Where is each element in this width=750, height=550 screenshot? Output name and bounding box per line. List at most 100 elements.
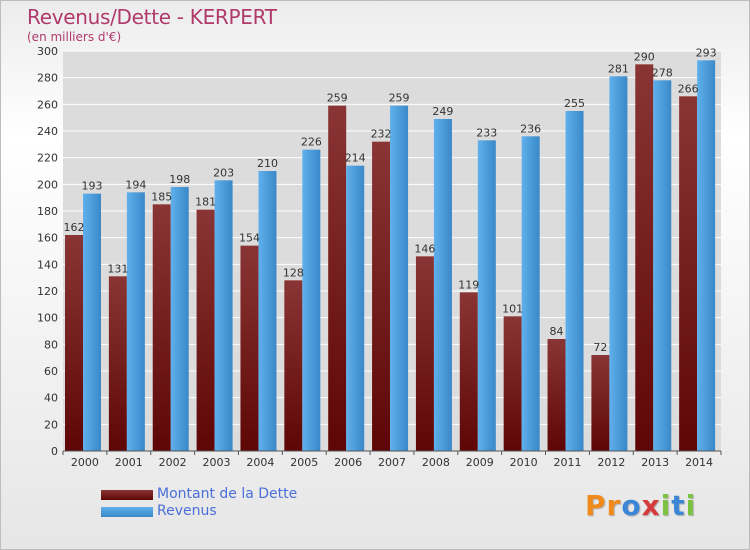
bar-revenus: [83, 193, 101, 451]
y-tick-label: 300: [37, 45, 58, 58]
data-label: 293: [696, 46, 717, 59]
data-label: 236: [520, 122, 541, 135]
x-tick-label: 2002: [159, 456, 187, 469]
y-tick-label: 200: [37, 178, 58, 191]
legend-label-revenus: Revenus: [157, 503, 217, 519]
data-label: 193: [82, 180, 103, 193]
chart-title: Revenus/Dette - KERPERT: [27, 5, 277, 29]
y-tick-label: 140: [37, 258, 58, 271]
logo-letter: x: [641, 489, 661, 522]
data-labels-group: 162 131 185 181 154 128 259 232 146 119 101 84 72 290…: [64, 46, 717, 354]
y-tick-label: 120: [37, 285, 58, 298]
bar-dette: [459, 292, 478, 451]
data-label: 233: [476, 126, 497, 139]
logo-letter: o: [621, 489, 642, 522]
data-label: 278: [652, 66, 673, 79]
data-label: 281: [608, 62, 629, 75]
y-tick-label: 60: [44, 365, 58, 378]
data-label: 194: [125, 178, 146, 191]
bar-revenus: [390, 105, 409, 452]
data-label: 255: [564, 97, 585, 110]
data-label: 154: [239, 232, 260, 245]
bar-dette: [415, 256, 434, 451]
y-tick-label: 280: [37, 72, 58, 85]
bar-dette: [372, 141, 391, 451]
bar-dette: [196, 209, 215, 451]
legend-swatch-revenus: [101, 507, 153, 517]
data-label: 185: [151, 190, 172, 203]
bar-revenus: [346, 165, 365, 451]
legend-swatch-dette: [101, 490, 153, 500]
y-tick-label: 40: [44, 392, 58, 405]
bar-revenus: [521, 136, 540, 452]
bar-dette: [679, 96, 698, 451]
data-label: 181: [195, 196, 216, 209]
x-tick-label: 2007: [378, 456, 406, 469]
y-axis: 0 20 40 60 80 100 120 140 160 180 200 220 240 260 280 3…: [37, 45, 58, 458]
data-label: 72: [593, 341, 607, 354]
bar-revenus: [565, 111, 584, 451]
y-tick-label: 0: [51, 445, 58, 458]
data-label: 119: [458, 278, 479, 291]
bar-dette: [108, 276, 127, 451]
x-tick-label: 2005: [290, 456, 318, 469]
data-label: 128: [283, 266, 304, 279]
bar-revenus: [214, 180, 233, 452]
x-tick-label: 2004: [246, 456, 274, 469]
y-tick-label: 180: [37, 205, 58, 218]
data-label: 146: [414, 242, 435, 255]
logo-letter: i: [660, 489, 672, 522]
bar-revenus: [433, 119, 452, 451]
data-label: 203: [213, 166, 234, 179]
x-tick-label: 2001: [115, 456, 143, 469]
bar-revenus: [302, 149, 321, 451]
data-label: 290: [634, 50, 655, 63]
x-tick-label: 2010: [510, 456, 538, 469]
bar-dette: [635, 64, 654, 452]
data-label: 198: [169, 173, 190, 186]
bar-dette: [547, 339, 566, 451]
proxiti-logo: Proxiti: [585, 489, 696, 522]
chart-subtitle: (en milliers d'€): [27, 30, 122, 44]
data-label: 210: [257, 157, 278, 170]
data-label: 232: [371, 128, 392, 141]
x-tick-label: 2008: [422, 456, 450, 469]
logo-letter: r: [606, 489, 622, 522]
y-tick-label: 20: [44, 418, 58, 431]
x-tick-label: 2003: [203, 456, 231, 469]
data-label: 259: [389, 92, 410, 105]
bar-dette: [284, 280, 303, 451]
x-tick-label: 2011: [553, 456, 581, 469]
bar-revenus: [126, 192, 145, 452]
legend-label-dette: Montant de la Dette: [157, 486, 298, 502]
y-tick-label: 260: [37, 98, 58, 111]
bar-revenus: [697, 60, 716, 451]
y-tick-label: 100: [37, 312, 58, 325]
data-label: 162: [64, 221, 85, 234]
bar-dette: [240, 245, 259, 451]
x-tick-label: 2013: [641, 456, 669, 469]
data-label: 259: [327, 92, 348, 105]
logo-letter: P: [585, 489, 607, 522]
data-label: 266: [678, 82, 699, 95]
bar-revenus: [258, 171, 277, 451]
bar-dette: [503, 316, 522, 451]
y-tick-label: 240: [37, 125, 58, 138]
data-label: 131: [107, 262, 128, 275]
logo-letter: t: [671, 489, 686, 522]
bar-dette: [152, 204, 171, 451]
data-label: 84: [550, 325, 564, 338]
x-tick-label: 2014: [685, 456, 713, 469]
data-label: 214: [345, 152, 366, 165]
x-tick-label: 2009: [466, 456, 494, 469]
data-label: 226: [301, 136, 322, 149]
x-tick-label: 2006: [334, 456, 362, 469]
y-tick-label: 80: [44, 338, 58, 351]
x-tick-label: 2000: [71, 456, 99, 469]
y-tick-label: 220: [37, 152, 58, 165]
bar-dette: [65, 235, 83, 451]
bar-dette: [328, 105, 347, 452]
bar-revenus: [170, 187, 189, 451]
bar-revenus: [653, 80, 672, 451]
